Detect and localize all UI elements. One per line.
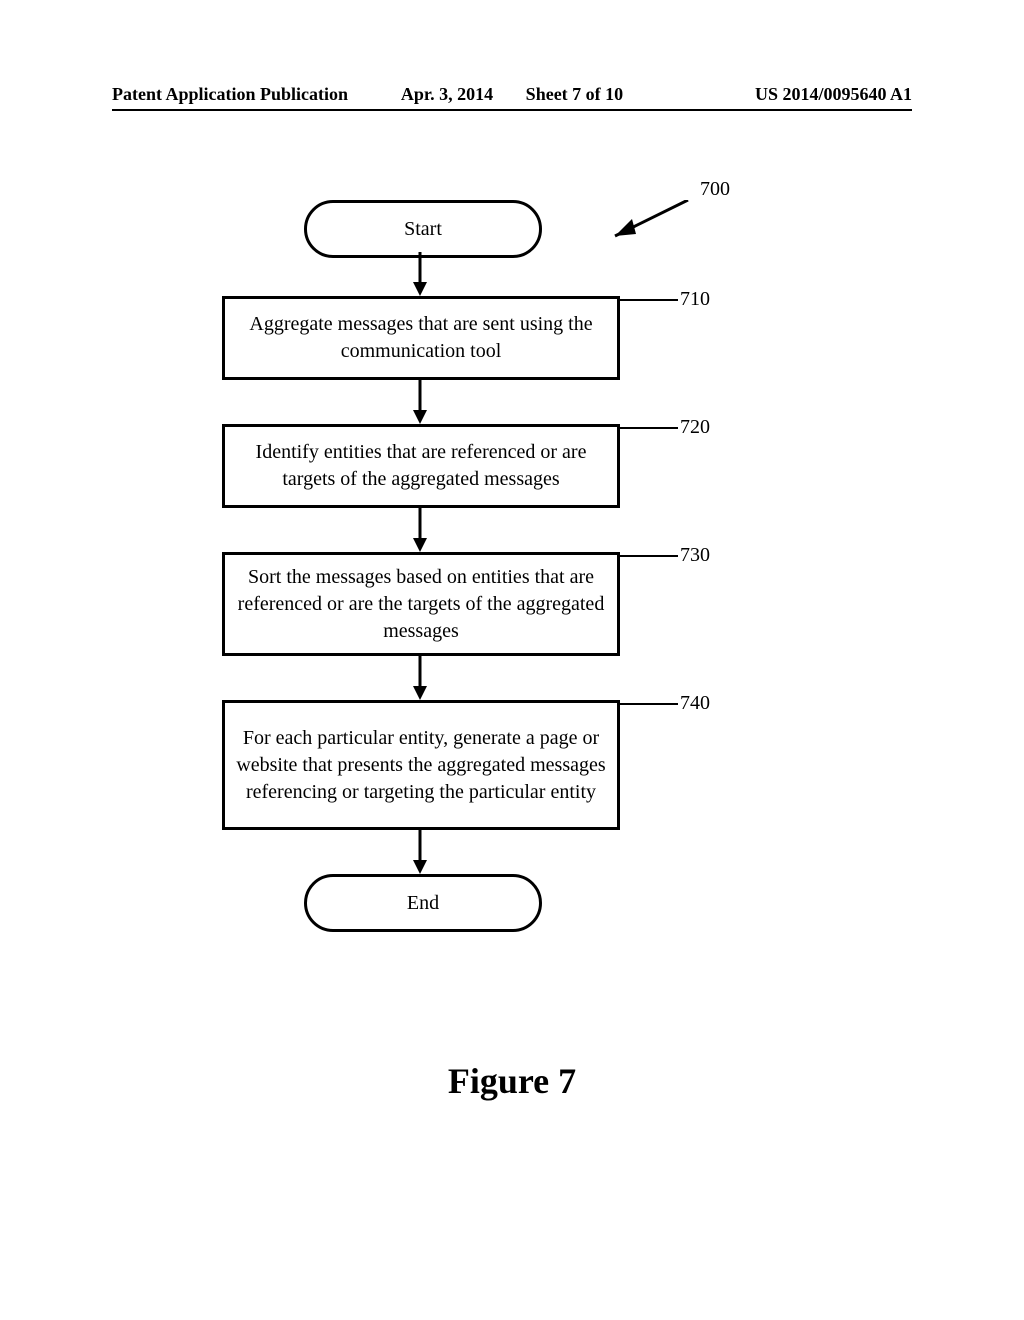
header-left: Patent Application Publication bbox=[112, 84, 348, 105]
page-header: Patent Application Publication Apr. 3, 2… bbox=[112, 84, 912, 111]
header-date: Apr. 3, 2014 bbox=[401, 84, 493, 104]
page: Patent Application Publication Apr. 3, 2… bbox=[0, 0, 1024, 1320]
header-sheet: Sheet 7 of 10 bbox=[526, 84, 624, 104]
ref-700: 700 bbox=[700, 178, 730, 201]
header-pubnum: US 2014/0095640 A1 bbox=[755, 84, 912, 105]
figure-caption: Figure 7 bbox=[448, 1060, 576, 1102]
flow-arrows bbox=[0, 200, 1024, 960]
header-center: Apr. 3, 2014 Sheet 7 of 10 bbox=[401, 84, 623, 105]
